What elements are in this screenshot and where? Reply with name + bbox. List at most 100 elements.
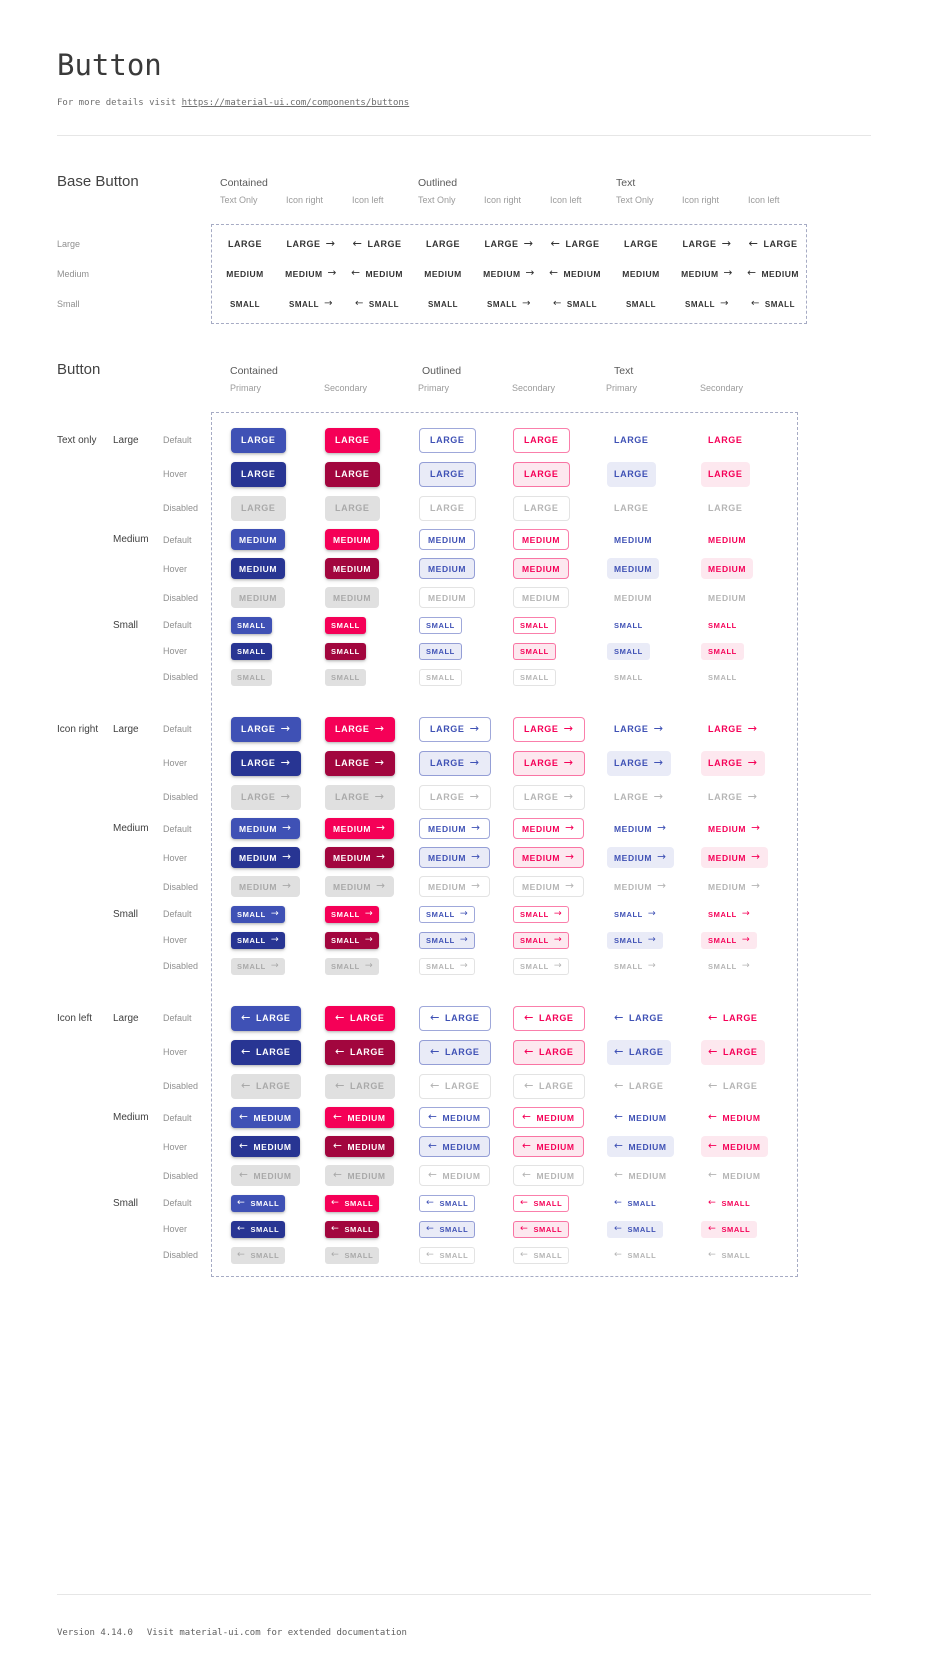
- base-button-icon-right-small[interactable]: SMALL →: [487, 298, 531, 309]
- btn-text-secondary-large-hover-text-only[interactable]: LARGE: [701, 461, 750, 487]
- btn-outlined-secondary-large-default-icon-left[interactable]: ← LARGE: [513, 1005, 585, 1031]
- base-button-icon-right-large[interactable]: LARGE →: [287, 238, 336, 250]
- base-button-text-only-medium[interactable]: MEDIUM: [622, 269, 659, 279]
- btn-contained-primary-small-default-icon-right[interactable]: SMALL →: [231, 905, 286, 923]
- base-button-text-only-large[interactable]: LARGE: [624, 239, 658, 249]
- btn-outlined-secondary-medium-default-text-only[interactable]: MEDIUM: [513, 529, 570, 550]
- btn-outlined-primary-medium-disabled-text-only[interactable]: MEDIUM: [419, 587, 476, 608]
- btn-contained-secondary-small-default-text-only[interactable]: SMALL: [325, 616, 366, 634]
- btn-outlined-primary-large-disabled-icon-right[interactable]: LARGE →: [419, 784, 491, 810]
- btn-text-secondary-small-disabled-icon-right[interactable]: SMALL →: [701, 958, 757, 975]
- btn-outlined-primary-small-hover-text-only[interactable]: SMALL: [419, 642, 462, 660]
- btn-outlined-primary-medium-default-text-only[interactable]: MEDIUM: [419, 529, 476, 550]
- btn-contained-primary-small-hover-icon-right[interactable]: SMALL →: [231, 931, 286, 949]
- btn-outlined-secondary-medium-disabled-icon-left[interactable]: ← MEDIUM: [513, 1165, 584, 1186]
- base-button-text-only-small[interactable]: SMALL: [626, 300, 656, 309]
- btn-text-primary-small-default-text-only[interactable]: SMALL: [607, 617, 650, 634]
- btn-contained-secondary-small-disabled-icon-right[interactable]: SMALL →: [325, 957, 380, 975]
- btn-text-secondary-small-hover-text-only[interactable]: SMALL: [701, 642, 744, 660]
- btn-contained-secondary-large-hover-icon-left[interactable]: ← LARGE: [325, 1039, 395, 1065]
- btn-text-primary-large-disabled-icon-left[interactable]: ← LARGE: [607, 1074, 671, 1099]
- btn-contained-primary-medium-default-icon-right[interactable]: MEDIUM →: [231, 818, 300, 839]
- btn-outlined-primary-large-disabled-icon-left[interactable]: ← LARGE: [419, 1073, 491, 1099]
- btn-text-secondary-small-disabled-text-only[interactable]: SMALL: [701, 669, 744, 686]
- base-button-icon-right-medium[interactable]: MEDIUM →: [285, 268, 337, 280]
- btn-outlined-secondary-small-default-icon-left[interactable]: ← SMALL: [513, 1194, 570, 1212]
- btn-text-primary-medium-disabled-text-only[interactable]: MEDIUM: [607, 587, 659, 608]
- base-button-text-only-medium[interactable]: MEDIUM: [424, 269, 461, 279]
- btn-outlined-primary-small-disabled-text-only[interactable]: SMALL: [419, 668, 462, 686]
- btn-outlined-primary-large-hover-icon-left[interactable]: ← LARGE: [419, 1039, 491, 1065]
- btn-outlined-primary-medium-default-icon-right[interactable]: MEDIUM →: [419, 818, 490, 839]
- btn-text-secondary-small-hover-icon-left[interactable]: ← SMALL: [701, 1220, 758, 1238]
- btn-contained-secondary-medium-disabled-text-only[interactable]: MEDIUM: [325, 587, 380, 608]
- btn-contained-secondary-small-disabled-text-only[interactable]: SMALL: [325, 668, 366, 686]
- btn-contained-primary-large-disabled-icon-right[interactable]: LARGE →: [231, 784, 301, 810]
- base-button-text-only-large[interactable]: LARGE: [426, 239, 460, 249]
- btn-outlined-secondary-medium-disabled-text-only[interactable]: MEDIUM: [513, 587, 570, 608]
- base-button-text-only-small[interactable]: SMALL: [428, 300, 458, 309]
- btn-text-secondary-small-hover-icon-right[interactable]: SMALL →: [701, 931, 758, 949]
- btn-outlined-secondary-small-hover-text-only[interactable]: SMALL: [513, 642, 556, 660]
- btn-outlined-primary-large-hover-text-only[interactable]: LARGE: [419, 461, 476, 487]
- btn-contained-primary-medium-disabled-icon-left[interactable]: ← MEDIUM: [231, 1165, 300, 1186]
- btn-text-primary-small-hover-text-only[interactable]: SMALL: [607, 642, 650, 660]
- btn-outlined-primary-large-default-icon-left[interactable]: ← LARGE: [419, 1005, 491, 1031]
- btn-outlined-secondary-medium-default-icon-left[interactable]: ← MEDIUM: [513, 1107, 584, 1128]
- btn-contained-secondary-large-default-text-only[interactable]: LARGE: [325, 427, 380, 453]
- btn-contained-primary-small-disabled-text-only[interactable]: SMALL: [231, 668, 272, 686]
- btn-outlined-primary-medium-disabled-icon-right[interactable]: MEDIUM →: [419, 876, 490, 897]
- btn-outlined-secondary-small-hover-icon-right[interactable]: SMALL →: [513, 931, 570, 949]
- btn-text-secondary-medium-default-text-only[interactable]: MEDIUM: [701, 529, 753, 550]
- btn-text-primary-large-hover-text-only[interactable]: LARGE: [607, 461, 656, 487]
- base-button-icon-left-large[interactable]: ← LARGE: [551, 238, 600, 250]
- btn-contained-secondary-small-disabled-icon-left[interactable]: ← SMALL: [325, 1246, 380, 1264]
- btn-contained-secondary-large-disabled-icon-left[interactable]: ← LARGE: [325, 1073, 395, 1099]
- btn-outlined-secondary-small-hover-icon-left[interactable]: ← SMALL: [513, 1220, 570, 1238]
- btn-contained-secondary-medium-default-icon-right[interactable]: MEDIUM →: [325, 818, 394, 839]
- btn-contained-primary-large-hover-icon-left[interactable]: ← LARGE: [231, 1039, 301, 1065]
- btn-outlined-secondary-small-disabled-icon-right[interactable]: SMALL →: [513, 957, 570, 975]
- base-button-icon-right-large[interactable]: LARGE →: [683, 238, 732, 250]
- btn-text-secondary-large-disabled-icon-left[interactable]: ← LARGE: [701, 1074, 765, 1099]
- btn-text-secondary-medium-hover-icon-left[interactable]: ← MEDIUM: [701, 1136, 768, 1157]
- btn-text-secondary-medium-hover-text-only[interactable]: MEDIUM: [701, 558, 754, 579]
- btn-text-secondary-small-disabled-icon-left[interactable]: ← SMALL: [701, 1247, 757, 1264]
- btn-outlined-primary-medium-disabled-icon-left[interactable]: ← MEDIUM: [419, 1165, 490, 1186]
- btn-text-primary-large-disabled-icon-right[interactable]: LARGE →: [607, 785, 671, 810]
- btn-contained-primary-large-hover-text-only[interactable]: LARGE: [231, 461, 286, 487]
- btn-text-secondary-large-default-text-only[interactable]: LARGE: [701, 428, 750, 453]
- btn-text-secondary-small-default-text-only[interactable]: SMALL: [701, 617, 744, 634]
- btn-contained-secondary-small-hover-text-only[interactable]: SMALL: [325, 642, 366, 660]
- btn-outlined-primary-small-hover-icon-left[interactable]: ← SMALL: [419, 1220, 476, 1238]
- btn-contained-primary-small-disabled-icon-left[interactable]: ← SMALL: [231, 1246, 286, 1264]
- base-button-icon-right-small[interactable]: SMALL →: [289, 298, 333, 309]
- base-button-icon-left-small[interactable]: ← SMALL: [355, 298, 399, 309]
- btn-text-secondary-small-default-icon-left[interactable]: ← SMALL: [701, 1195, 757, 1212]
- btn-outlined-secondary-medium-default-icon-right[interactable]: MEDIUM →: [513, 818, 584, 839]
- btn-text-primary-medium-disabled-icon-right[interactable]: MEDIUM →: [607, 876, 674, 897]
- btn-outlined-secondary-small-default-icon-right[interactable]: SMALL →: [513, 905, 570, 923]
- btn-contained-secondary-large-disabled-text-only[interactable]: LARGE: [325, 495, 380, 521]
- btn-contained-secondary-large-disabled-icon-right[interactable]: LARGE →: [325, 784, 395, 810]
- btn-outlined-secondary-medium-hover-text-only[interactable]: MEDIUM: [513, 558, 570, 579]
- btn-outlined-primary-small-default-icon-right[interactable]: SMALL →: [419, 905, 476, 923]
- base-button-icon-left-small[interactable]: ← SMALL: [553, 298, 597, 309]
- btn-contained-secondary-small-hover-icon-right[interactable]: SMALL →: [325, 931, 380, 949]
- btn-contained-secondary-small-hover-icon-left[interactable]: ← SMALL: [325, 1220, 380, 1238]
- btn-text-primary-medium-disabled-icon-left[interactable]: ← MEDIUM: [607, 1165, 674, 1186]
- base-button-text-only-large[interactable]: LARGE: [228, 239, 262, 249]
- btn-contained-secondary-large-default-icon-left[interactable]: ← LARGE: [325, 1005, 395, 1031]
- btn-text-primary-large-disabled-text-only[interactable]: LARGE: [607, 496, 656, 521]
- btn-text-primary-small-disabled-icon-right[interactable]: SMALL →: [607, 958, 663, 975]
- btn-text-secondary-small-default-icon-right[interactable]: SMALL →: [701, 906, 757, 923]
- btn-text-primary-small-disabled-text-only[interactable]: SMALL: [607, 669, 650, 686]
- btn-text-primary-small-hover-icon-left[interactable]: ← SMALL: [607, 1220, 664, 1238]
- btn-outlined-secondary-large-hover-text-only[interactable]: LARGE: [513, 461, 570, 487]
- btn-contained-primary-large-disabled-text-only[interactable]: LARGE: [231, 495, 286, 521]
- btn-contained-primary-small-hover-icon-left[interactable]: ← SMALL: [231, 1220, 286, 1238]
- base-button-icon-right-medium[interactable]: MEDIUM →: [483, 268, 535, 280]
- btn-contained-secondary-small-default-icon-left[interactable]: ← SMALL: [325, 1194, 380, 1212]
- btn-text-primary-medium-hover-icon-right[interactable]: MEDIUM →: [607, 847, 674, 868]
- btn-contained-secondary-medium-hover-icon-right[interactable]: MEDIUM →: [325, 847, 394, 868]
